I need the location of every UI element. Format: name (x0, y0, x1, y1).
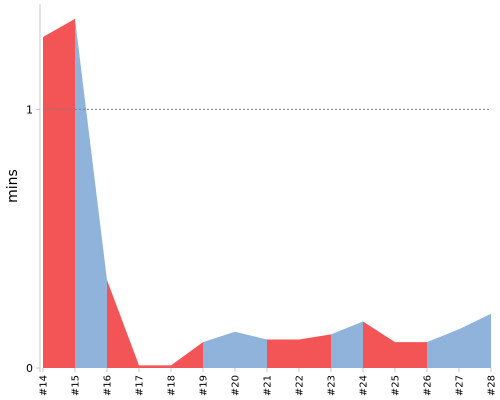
x-tick-label: #18 (167, 375, 178, 396)
area-segment-failed[interactable] (107, 280, 139, 368)
x-tick-label: #21 (263, 375, 274, 396)
x-tick-label: #24 (359, 375, 370, 396)
x-tick-label: #20 (231, 375, 242, 396)
area-segment-success[interactable] (203, 331, 235, 368)
area-segment-failed[interactable] (363, 321, 395, 368)
x-tick-label: #27 (455, 375, 466, 396)
x-tick-label: #14 (39, 375, 50, 396)
area-segment-failed[interactable] (139, 365, 171, 368)
y-axis-ticks: 01 (26, 103, 40, 375)
y-tick-label: 0 (26, 362, 33, 375)
area-segment-failed[interactable] (395, 342, 427, 368)
area-segment-success[interactable] (235, 331, 267, 368)
x-tick-label: #22 (295, 375, 306, 396)
area-segment-success[interactable] (459, 313, 491, 368)
x-tick-label: #15 (71, 375, 82, 396)
area-segments (43, 18, 491, 369)
x-tick-label: #16 (103, 375, 114, 396)
area-segment-failed[interactable] (267, 339, 299, 368)
area-segment-success[interactable] (427, 329, 459, 368)
area-segment-failed[interactable] (43, 18, 75, 369)
x-tick-label: #23 (327, 375, 338, 396)
x-tick-label: #17 (135, 375, 146, 396)
area-segment-success[interactable] (75, 18, 107, 369)
x-tick-label: #19 (199, 375, 210, 396)
area-segment-failed[interactable] (171, 342, 203, 368)
area-segment-success[interactable] (331, 321, 363, 368)
y-tick-label: 1 (26, 103, 33, 116)
y-axis-title: mins (5, 169, 21, 203)
x-tick-label: #26 (423, 375, 434, 396)
x-tick-label: #25 (391, 375, 402, 396)
area-segment-failed[interactable] (299, 334, 331, 368)
x-tick-label: #28 (487, 375, 498, 396)
x-axis-ticks: #14 #15 #16 #17 #18 #19 #20 #21 #22 #23 #24 #25 #26 #… (39, 368, 498, 396)
